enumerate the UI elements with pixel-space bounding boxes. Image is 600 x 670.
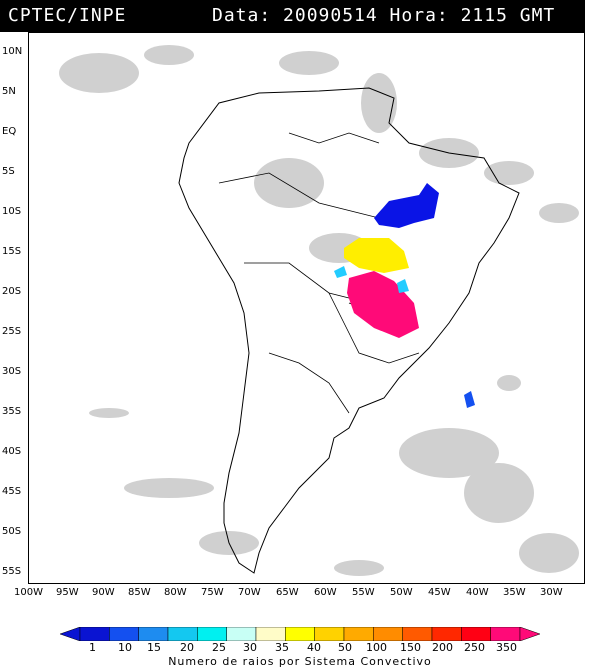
lon-label: 30W [540, 587, 563, 598]
lon-label: 75W [201, 587, 224, 598]
lat-label: EQ [2, 126, 17, 137]
colorbar-segment [167, 627, 198, 641]
colorbar-segment [285, 627, 315, 641]
south-america-outline [178, 87, 520, 574]
storm-blue-ocean [464, 391, 475, 408]
colorbar [60, 627, 540, 641]
lon-label: 85W [128, 587, 151, 598]
colorbar-tick: 350 [496, 641, 517, 654]
lat-label: 5S [2, 166, 15, 177]
colorbar-tick: 15 [147, 641, 161, 654]
title-bar: CPTEC/INPE Data: 20090514 Hora: 2115 GMT [0, 0, 585, 32]
lon-label: 60W [314, 587, 337, 598]
lon-label: 80W [164, 587, 187, 598]
lat-label: 55S [2, 566, 22, 577]
colorbar-tick: 30 [243, 641, 257, 654]
colorbar-segment [490, 627, 521, 641]
lon-label: 45W [428, 587, 451, 598]
storm-cyan-2 [397, 279, 409, 293]
colorbar-segment [197, 627, 227, 641]
colorbar-segments [60, 627, 540, 641]
lat-label: 10N [2, 46, 23, 57]
lon-label: 70W [238, 587, 261, 598]
timestamp-label: Data: 20090514 Hora: 2115 GMT [212, 5, 556, 26]
colorbar-segment [461, 627, 491, 641]
colorbar-segment [402, 627, 433, 641]
lat-label: 20S [2, 286, 22, 297]
colorbar-tick: 20 [180, 641, 194, 654]
storm-magenta [347, 271, 419, 338]
storm-cyan-1 [334, 266, 347, 278]
colorbar-tick: 10 [118, 641, 132, 654]
lon-label: 55W [352, 587, 375, 598]
lat-label: 45S [2, 486, 22, 497]
colorbar-tick: 150 [400, 641, 421, 654]
lat-label: 5N [2, 86, 16, 97]
colorbar-segment [138, 627, 169, 641]
lon-label: 35W [503, 587, 526, 598]
storm-blue [374, 183, 439, 228]
lon-label: 95W [56, 587, 79, 598]
colorbar-arrow-left [60, 627, 81, 641]
colorbar-tick: 25 [212, 641, 226, 654]
colorbar-segment [343, 627, 374, 641]
lat-label: 25S [2, 326, 22, 337]
colorbar-tick: 40 [307, 641, 321, 654]
colorbar-segment [109, 627, 139, 641]
lon-label: 90W [92, 587, 115, 598]
colorbar-tick: 200 [432, 641, 453, 654]
cloud-cover [59, 45, 579, 576]
colorbar-tick: 1 [89, 641, 96, 654]
colorbar-tick: 100 [366, 641, 387, 654]
lat-label: 15S [2, 246, 22, 257]
lon-label: 40W [466, 587, 489, 598]
convective-systems [334, 183, 475, 408]
colorbar-arrow-right [519, 627, 540, 641]
colorbar-segment [373, 627, 403, 641]
map-panel[interactable] [28, 32, 585, 584]
colorbar-segment [431, 627, 462, 641]
lat-label: 10S [2, 206, 22, 217]
map-canvas [59, 45, 579, 576]
colorbar-segment [314, 627, 345, 641]
lon-label: 100W [14, 587, 43, 598]
lat-label: 40S [2, 446, 22, 457]
colorbar-segment [79, 627, 110, 641]
lon-label: 50W [390, 587, 413, 598]
colorbar-segment [226, 627, 257, 641]
lon-label: 65W [276, 587, 299, 598]
lat-label: 30S [2, 366, 22, 377]
lat-label: 35S [2, 406, 22, 417]
colorbar-tick: 35 [275, 641, 289, 654]
colorbar-caption: Numero de raios por Sistema Convectivo [168, 655, 432, 668]
agency-label: CPTEC/INPE [8, 5, 127, 26]
colorbar-tick: 50 [338, 641, 352, 654]
lat-label: 50S [2, 526, 22, 537]
storm-yellow [344, 238, 409, 273]
colorbar-segment [255, 627, 286, 641]
colorbar-tick: 250 [464, 641, 485, 654]
